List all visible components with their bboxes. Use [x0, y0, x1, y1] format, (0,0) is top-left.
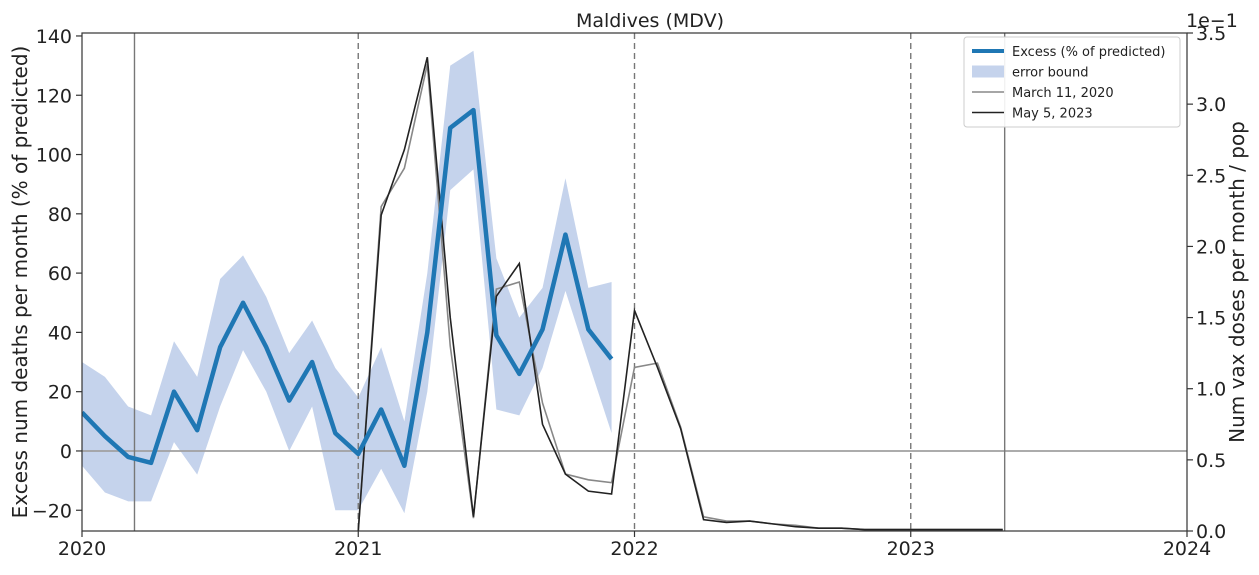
- legend-label: Excess (% of predicted): [1012, 45, 1165, 60]
- y-axis-label: Excess num deaths per month (% of predic…: [8, 46, 32, 519]
- y-tick-label: 40: [48, 322, 72, 344]
- y-tick-label: 20: [48, 382, 72, 404]
- x-tick-label: 2022: [610, 538, 658, 560]
- y2-axis-label: Num vax doses per month / pop: [1225, 121, 1249, 443]
- excess-line: [82, 107, 614, 469]
- axes: 2020 2021 2022 2023 2024 −20 0 20 40 60 80 100 120 14…: [32, 23, 1226, 560]
- y2-tick-label: 3.5: [1196, 23, 1226, 45]
- y2-tick-label: 1.0: [1196, 379, 1226, 401]
- x-tick-label: 2021: [334, 538, 382, 560]
- y-tick-label: 100: [36, 145, 72, 167]
- x-tick-label: 2024: [1163, 538, 1211, 560]
- y-tick-label: 0: [60, 441, 72, 463]
- y2-tick-label: 2.0: [1196, 236, 1226, 258]
- plot-area: [82, 33, 1187, 531]
- y2-scale-label: 1e−1: [1186, 10, 1238, 32]
- legend-swatch-patch: [972, 65, 1004, 78]
- legend-box: [963, 36, 1181, 128]
- y-tick-label: −20: [32, 500, 72, 522]
- y2-tick-label: 0.5: [1196, 450, 1226, 472]
- series-line-may-5-2023: [357, 56, 1003, 531]
- x-tick-label: 2023: [887, 538, 935, 560]
- y2-tick-label: 2.5: [1196, 165, 1226, 187]
- y-tick-label: 140: [36, 26, 72, 48]
- y2-tick-label: 1.5: [1196, 308, 1226, 330]
- legend-label: March 11, 2020: [1012, 86, 1114, 101]
- legend: Excess (% of predicted) error bound March …: [963, 36, 1181, 128]
- chart-title: Maldives (MDV): [576, 10, 724, 32]
- y2-tick-label: 3.0: [1196, 94, 1226, 116]
- x-tick-label: 2020: [58, 538, 106, 560]
- legend-label: error bound: [1012, 66, 1089, 81]
- y-tick-label: 120: [36, 85, 72, 107]
- y-tick-label: 60: [48, 263, 72, 285]
- plot-inner: [82, 33, 1187, 531]
- y-tick-label: 80: [48, 204, 72, 226]
- legend-label: May 5, 2023: [1012, 107, 1093, 122]
- y2-tick-label: 0.0: [1196, 521, 1226, 543]
